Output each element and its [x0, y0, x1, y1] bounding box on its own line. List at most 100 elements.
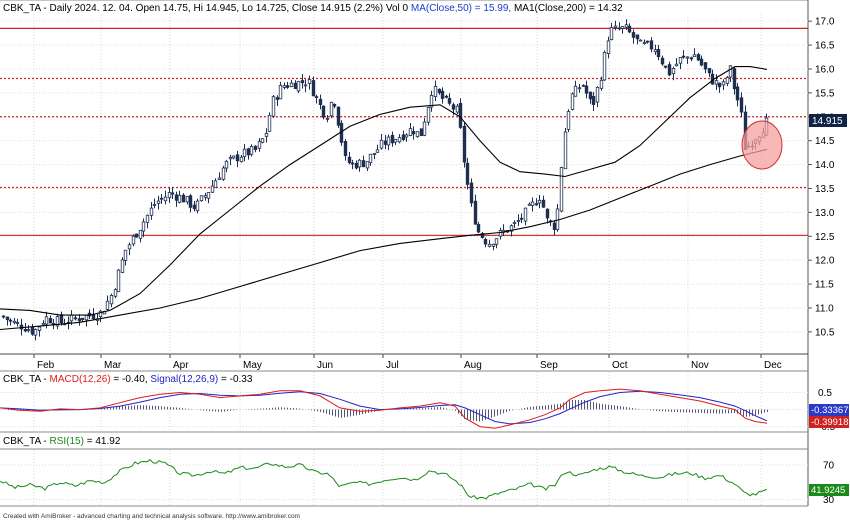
candle-up — [573, 85, 578, 97]
candle-up — [404, 134, 409, 138]
last-price-tag — [809, 114, 847, 127]
signal-legend-value: = -0.33 — [221, 374, 253, 385]
candle-up — [624, 24, 629, 28]
candle-up — [113, 289, 118, 297]
rsi-tick-label: 30 — [823, 495, 835, 506]
candle-down — [458, 102, 463, 128]
candle-up — [523, 207, 528, 222]
candle-up — [231, 155, 236, 159]
candle-up — [555, 208, 560, 230]
candle-down — [689, 57, 694, 60]
candle-up — [527, 203, 532, 206]
month-label: Oct — [612, 360, 628, 371]
price-tick-labels: 10.511.011.512.012.513.013.514.014.515.0… — [808, 17, 835, 338]
candle-down — [73, 317, 78, 320]
candle-up — [123, 249, 128, 261]
candle-down — [735, 86, 740, 101]
candle-up — [105, 300, 110, 310]
month-label: May — [243, 360, 262, 371]
candle-up — [509, 225, 514, 232]
candle-up — [537, 199, 542, 204]
price-tick-label: 14.5 — [815, 136, 835, 147]
candle-up — [15, 322, 20, 324]
candle-down — [663, 65, 668, 68]
ma200-legend: MA1(Close,200) = 14.32 — [514, 3, 623, 14]
candle-down — [246, 148, 251, 156]
candle-up — [325, 117, 330, 120]
candle-up — [278, 85, 283, 100]
candle-up — [570, 93, 575, 110]
rsi-tick-label: 70 — [823, 461, 835, 472]
candle-down — [717, 82, 722, 88]
candle-down — [660, 57, 665, 65]
ma50-legend: MA(Close,50) = 15.99, — [411, 3, 511, 14]
candle-up — [671, 68, 676, 75]
candle-up — [84, 314, 89, 321]
candle-up — [620, 26, 625, 29]
candle-down — [476, 224, 481, 233]
candle-up — [12, 320, 17, 324]
macd-legend: MACD(12,26) — [50, 374, 111, 385]
candle-up — [195, 200, 200, 212]
candle-up — [563, 131, 568, 170]
candle-up — [714, 80, 719, 85]
candle-up — [267, 114, 272, 132]
candle-up — [372, 153, 377, 155]
candle-up — [595, 87, 600, 103]
rsi-value-tag — [809, 484, 849, 496]
candle-down — [581, 84, 586, 87]
candle-down — [336, 106, 341, 126]
candle-down — [321, 105, 326, 118]
candle-up — [163, 196, 168, 202]
candle-down — [649, 40, 654, 50]
candle-up — [422, 121, 427, 136]
candle-down — [30, 326, 35, 335]
price-tick-label: 11.0 — [815, 303, 834, 314]
candle-up — [145, 214, 150, 223]
candle-up — [271, 96, 276, 117]
candle-down — [444, 95, 449, 98]
price-tick-label: 12.0 — [815, 256, 835, 267]
month-label: Feb — [37, 360, 55, 371]
month-label: Dec — [764, 360, 782, 371]
last-price-tag-text: 14.915 — [812, 116, 843, 127]
candle-down — [451, 104, 456, 110]
macd-line — [0, 388, 768, 429]
candle-down — [170, 192, 175, 195]
candle-down — [645, 40, 650, 43]
ma200-line — [0, 148, 768, 331]
candle-up — [228, 157, 233, 160]
candle-up — [55, 316, 60, 327]
candle-up — [199, 195, 204, 202]
candle-down — [275, 97, 280, 100]
candle-up — [185, 196, 190, 203]
macd-value-tag — [809, 416, 849, 428]
rsi-value-tag-text: 41.9245 — [811, 485, 845, 496]
candle-up — [69, 314, 74, 322]
candle-up — [487, 243, 492, 247]
candle-up — [26, 329, 31, 332]
candle-down — [188, 195, 193, 208]
candle-up — [44, 316, 49, 325]
candle-down — [174, 194, 179, 201]
candle-up — [303, 84, 308, 87]
candlestick-series — [1, 19, 769, 341]
month-label: Mar — [104, 360, 122, 371]
month-label: Nov — [691, 360, 709, 371]
candle-up — [260, 138, 265, 143]
month-gridlines — [33, 14, 762, 505]
candle-down — [390, 134, 395, 144]
candle-up — [33, 329, 38, 336]
candle-down — [361, 160, 366, 168]
candle-down — [696, 54, 701, 61]
candle-down — [411, 131, 416, 135]
candle-up — [257, 141, 262, 149]
candle-up — [221, 167, 226, 180]
candle-down — [134, 233, 139, 238]
candle-down — [465, 162, 470, 185]
candle-down — [469, 182, 474, 204]
candle-down — [235, 154, 240, 162]
candle-up — [606, 40, 611, 54]
candle-down — [703, 62, 708, 70]
candle-down — [591, 95, 596, 105]
